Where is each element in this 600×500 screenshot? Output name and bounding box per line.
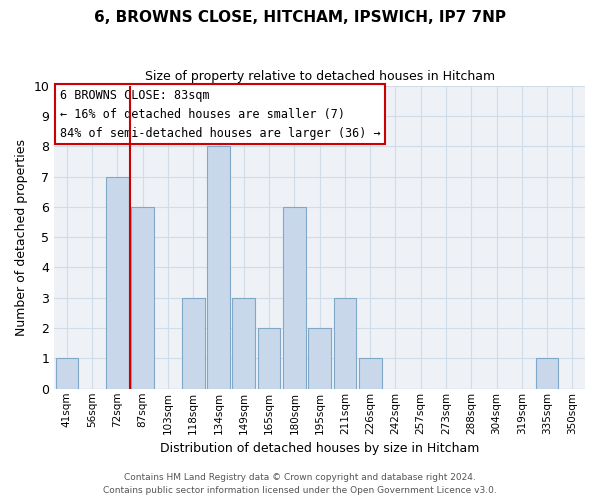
Title: Size of property relative to detached houses in Hitcham: Size of property relative to detached ho…	[145, 70, 495, 83]
Bar	[131, 207, 154, 389]
X-axis label: Distribution of detached houses by size in Hitcham: Distribution of detached houses by size …	[160, 442, 479, 455]
Bar	[106, 176, 129, 389]
Bar	[56, 358, 78, 389]
Bar	[334, 298, 356, 389]
Text: 6 BROWNS CLOSE: 83sqm
← 16% of detached houses are smaller (7)
84% of semi-detac: 6 BROWNS CLOSE: 83sqm ← 16% of detached …	[59, 88, 380, 140]
Text: 6, BROWNS CLOSE, HITCHAM, IPSWICH, IP7 7NP: 6, BROWNS CLOSE, HITCHAM, IPSWICH, IP7 7…	[94, 10, 506, 25]
Bar	[207, 146, 230, 389]
Bar	[283, 207, 306, 389]
Text: Contains HM Land Registry data © Crown copyright and database right 2024.
Contai: Contains HM Land Registry data © Crown c…	[103, 474, 497, 495]
Bar	[232, 298, 255, 389]
Y-axis label: Number of detached properties: Number of detached properties	[15, 138, 28, 336]
Bar	[258, 328, 280, 389]
Bar	[536, 358, 559, 389]
Bar	[359, 358, 382, 389]
Bar	[308, 328, 331, 389]
Bar	[182, 298, 205, 389]
